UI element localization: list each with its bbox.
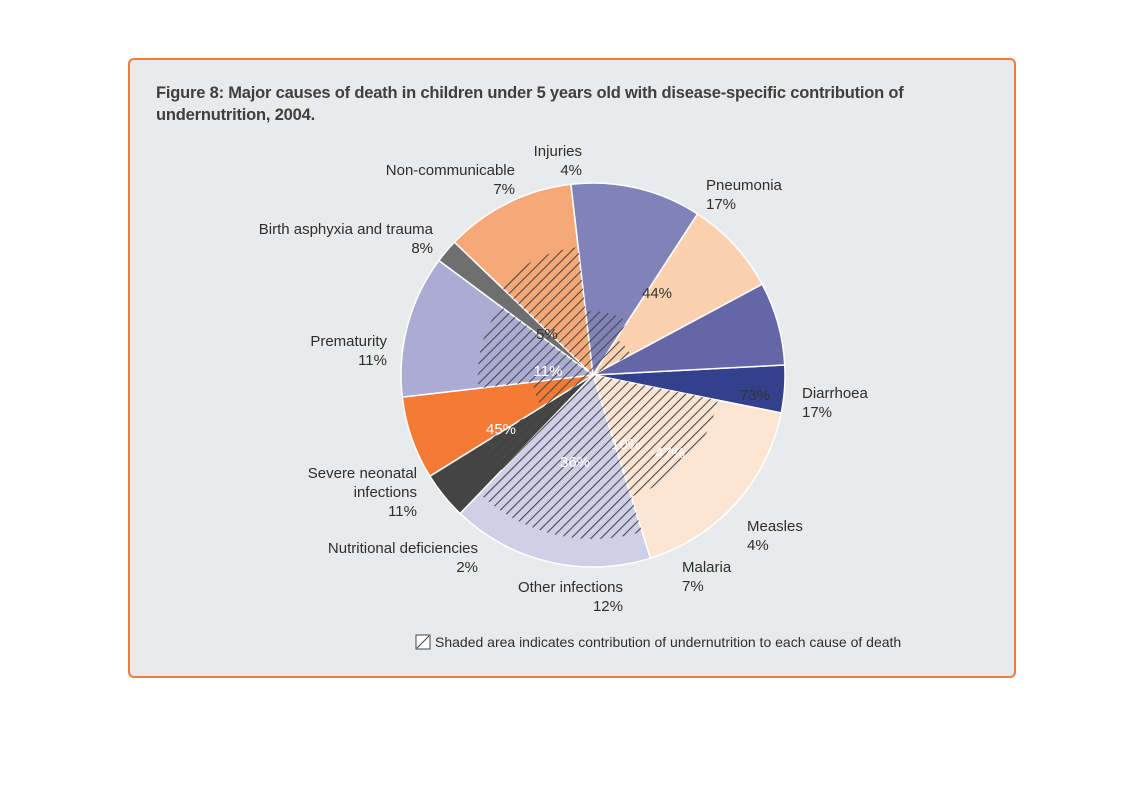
undernutrition-hatch-diarrhoea [479, 375, 643, 540]
label-birth-asphyxia-and-trauma: Birth asphyxia and trauma 8% [259, 221, 434, 257]
undernutrition-label-diarrhoea: 73% [740, 387, 770, 404]
legend: Shaded area indicates contribution of un… [415, 634, 901, 650]
undernutrition-label-malaria: 10% [611, 436, 641, 453]
label-other-infections: Other infections 12% [518, 579, 623, 615]
label-malaria: Malaria 7% [682, 559, 732, 595]
label-injuries: Injuries 4% [534, 143, 582, 179]
slice-labels: Injuries 4% Pneumonia 17% Diarrhoea 17% Measle… [259, 143, 869, 615]
label-measles: Measles 4% [747, 518, 803, 554]
undernutrition-hatch-measles [481, 375, 593, 470]
label-diarrhoea: Diarrhoea 17% [802, 385, 869, 421]
undernutrition-hatch-severe-neonatal-infections [500, 247, 593, 375]
undernutrition-label-pneumonia: 44% [642, 285, 672, 302]
undernutrition-label-prematurity: 11% [534, 363, 563, 380]
undernutrition-label-severe-neonatal-infections: 45% [486, 421, 516, 438]
undernutrition-label-other-infections: 36% [560, 454, 590, 471]
label-severe-neonatal-infections: Severe neonatal infections 11% [308, 465, 417, 520]
legend-text: Shaded area indicates contribution of un… [435, 634, 901, 650]
label-non-communicable: Non-communicable 7% [386, 162, 515, 198]
undernutrition-labels: 44% 73% 47% 10% 36% 45% 11% 5% [486, 285, 770, 471]
undernutrition-hatch-prematurity [585, 311, 628, 375]
undernutrition-hatch-birth-asphyxia-and-trauma [593, 338, 631, 375]
label-prematurity: Prematurity 11% [310, 333, 387, 369]
undernutrition-hatch-malaria [532, 375, 593, 407]
undernutrition-label-measles: 47% [655, 445, 685, 462]
slice-birth-asphyxia-and-trauma [592, 212, 764, 376]
label-pneumonia: Pneumonia 17% [706, 177, 783, 213]
undernutrition-hatch-other-infections [477, 306, 593, 389]
figure-title: Figure 8: Major causes of death in child… [156, 84, 904, 124]
label-nutritional-deficiencies: Nutritional deficiencies 2% [328, 540, 478, 576]
legend-hatch-line [416, 635, 430, 649]
undernutrition-hatches [477, 247, 718, 540]
undernutrition-hatch-pneumonia [593, 375, 718, 497]
undernutrition-label-birth-asphyxia-and-trauma: 5% [536, 326, 558, 343]
slice-non-communicable [592, 283, 786, 376]
